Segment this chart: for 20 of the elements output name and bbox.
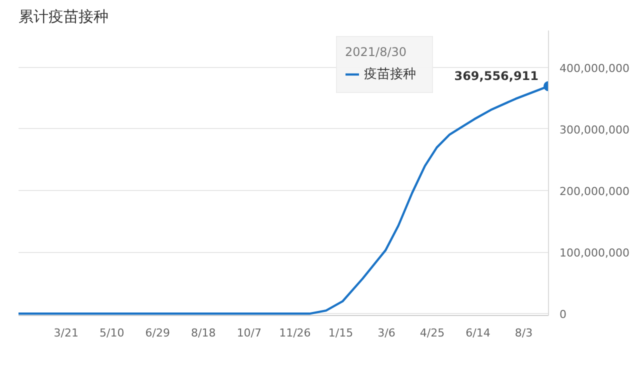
x-tick-label: 8/18 bbox=[191, 326, 216, 340]
x-tick-label: 3/6 bbox=[378, 326, 396, 340]
x-tick-label: 10/7 bbox=[236, 326, 262, 340]
x-tick-label: 6/14 bbox=[466, 326, 490, 340]
legend-label: 疫苗接种 bbox=[364, 66, 417, 83]
x-tick-label: 1/15 bbox=[328, 326, 354, 340]
x-tick-label: 6/29 bbox=[145, 326, 170, 340]
y-tick-label: 100,000,000 bbox=[560, 246, 630, 260]
x-tick-label: 4/25 bbox=[420, 326, 445, 340]
y-tick-label: 200,000,000 bbox=[560, 185, 630, 198]
chart-title: 累计疫苗接种 bbox=[18, 8, 108, 26]
x-tick-label: 5/10 bbox=[100, 326, 124, 340]
y-tick-label: 300,000,000 bbox=[560, 123, 630, 136]
data-label: 369,556,911 bbox=[454, 69, 538, 84]
x-tick-label: 11/26 bbox=[279, 326, 311, 340]
annotation: 2021/8/30 bbox=[345, 45, 408, 59]
x-tick-label: 8/3 bbox=[514, 326, 533, 340]
y-tick-label: 0 bbox=[560, 308, 566, 322]
y-tick-label: 400,000,000 bbox=[560, 62, 630, 75]
x-tick-label: 3/21 bbox=[54, 326, 78, 340]
